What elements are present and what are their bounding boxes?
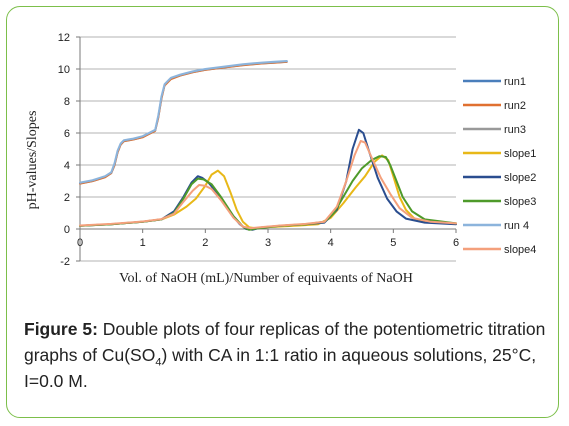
y-tick-label: 4 <box>64 160 70 172</box>
figure-frame <box>6 6 559 418</box>
series-lines <box>79 60 457 231</box>
y-tick-label: 10 <box>58 64 70 76</box>
figure-caption: Figure 5: Double plots of four replicas … <box>24 316 554 394</box>
y-tick-labels: -2 0 2 4 6 8 10 12 <box>58 32 70 268</box>
series-line-slope3 <box>79 155 457 231</box>
legend: run1 run2 run3 slope1 slope2 slope3 run 4 slope… <box>463 76 536 256</box>
axes <box>76 36 457 262</box>
legend-label: run1 <box>504 76 526 88</box>
x-tick-label: 4 <box>328 237 334 249</box>
caption-label: Figure 5: <box>24 319 98 339</box>
x-tick-label: 6 <box>453 237 459 249</box>
x-tick-label: 0 <box>77 237 83 249</box>
y-tick-label: 8 <box>64 96 70 108</box>
legend-label: slope1 <box>504 148 536 160</box>
y-axis-label: pH-values/Slopes <box>25 111 40 210</box>
series-line-run2 <box>79 61 288 185</box>
y-tick-label: 12 <box>58 32 70 44</box>
series-line-slope4 <box>79 140 457 230</box>
y-tick-label: 0 <box>64 224 70 236</box>
y-tick-label: -2 <box>60 256 70 268</box>
x-tick-label: 5 <box>390 237 396 249</box>
legend-label: slope2 <box>504 172 536 184</box>
caption-text-end: ) with CA in 1:1 ratio in aqueous soluti… <box>24 345 537 391</box>
legend-label: run3 <box>504 124 526 136</box>
y-tick-label: 6 <box>64 128 70 140</box>
caption-subscript: 4 <box>155 356 162 369</box>
legend-label: slope4 <box>504 244 536 256</box>
x-tick-label: 3 <box>265 237 271 249</box>
legend-label: run 4 <box>504 220 529 232</box>
y-tick-label: 2 <box>64 192 70 204</box>
series-line-slope1 <box>79 154 457 230</box>
x-tick-labels: 0 1 2 3 4 5 6 <box>77 237 459 249</box>
x-axis-label: Vol. of NaOH (mL)/Number of equivaents o… <box>119 271 413 286</box>
series-line-slope2 <box>79 128 457 231</box>
x-tick-label: 2 <box>202 237 208 249</box>
legend-label: slope3 <box>504 196 536 208</box>
series-line-run-4 <box>79 60 288 184</box>
legend-label: run2 <box>504 100 526 112</box>
caption-text: Double plots of four replicas of the pot… <box>24 319 546 365</box>
x-tick-label: 1 <box>140 237 146 249</box>
